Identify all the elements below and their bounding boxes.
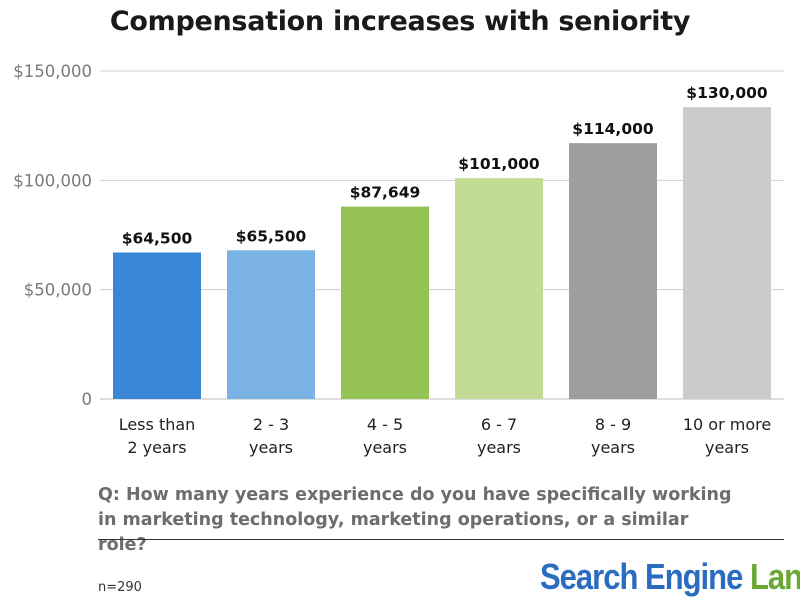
y-tick-label: 0 [82,390,93,409]
y-tick-label: $100,000 [13,171,92,190]
data-labels: $64,500 $65,500 $87,649 $101,000 $114,000 $13… [122,84,768,247]
survey-question: Q: How many years experience do you have… [98,485,732,555]
x-tick-label: 2 - 3 [253,415,289,434]
search-engine-land-logo: Search Engine Land [540,556,800,606]
x-tick-label: years [477,438,521,457]
bar [113,252,201,399]
y-axis-ticks: 0 $50,000 $100,000 $150,000 [13,62,92,409]
x-axis-ticks: Less than 2 years 2 - 3 years 4 - 5 years 6 - … [119,415,771,457]
x-tick-label: 2 years [127,438,186,457]
bar [455,178,543,399]
bar [569,143,657,399]
data-label: $101,000 [458,155,540,173]
x-tick-label: 10 or more [683,415,771,434]
sample-size-note: n=290 [98,580,142,595]
x-tick-label: years [591,438,635,457]
data-label: $65,500 [236,227,307,245]
logo-word-land: Land [749,556,800,598]
divider [98,539,784,540]
x-tick-label: years [249,438,293,457]
logo-word-search-engine: Search Engine [540,556,743,598]
x-tick-label: 4 - 5 [367,415,403,434]
data-label: $87,649 [350,184,421,202]
x-tick-label: Less than [119,415,196,434]
bars [113,107,771,399]
x-tick-label: years [705,438,749,457]
bar [683,107,771,399]
y-tick-label: $150,000 [13,62,92,81]
bar [341,206,429,399]
x-tick-label: 8 - 9 [595,415,631,434]
x-tick-label: years [363,438,407,457]
chart-title: Compensation increases with seniority [109,6,691,37]
bar [227,250,315,399]
y-tick-label: $50,000 [24,281,92,300]
x-tick-label: 6 - 7 [481,415,517,434]
gridlines [100,70,784,400]
data-label: $114,000 [572,120,654,138]
data-label: $130,000 [686,84,768,102]
data-label: $64,500 [122,229,193,247]
